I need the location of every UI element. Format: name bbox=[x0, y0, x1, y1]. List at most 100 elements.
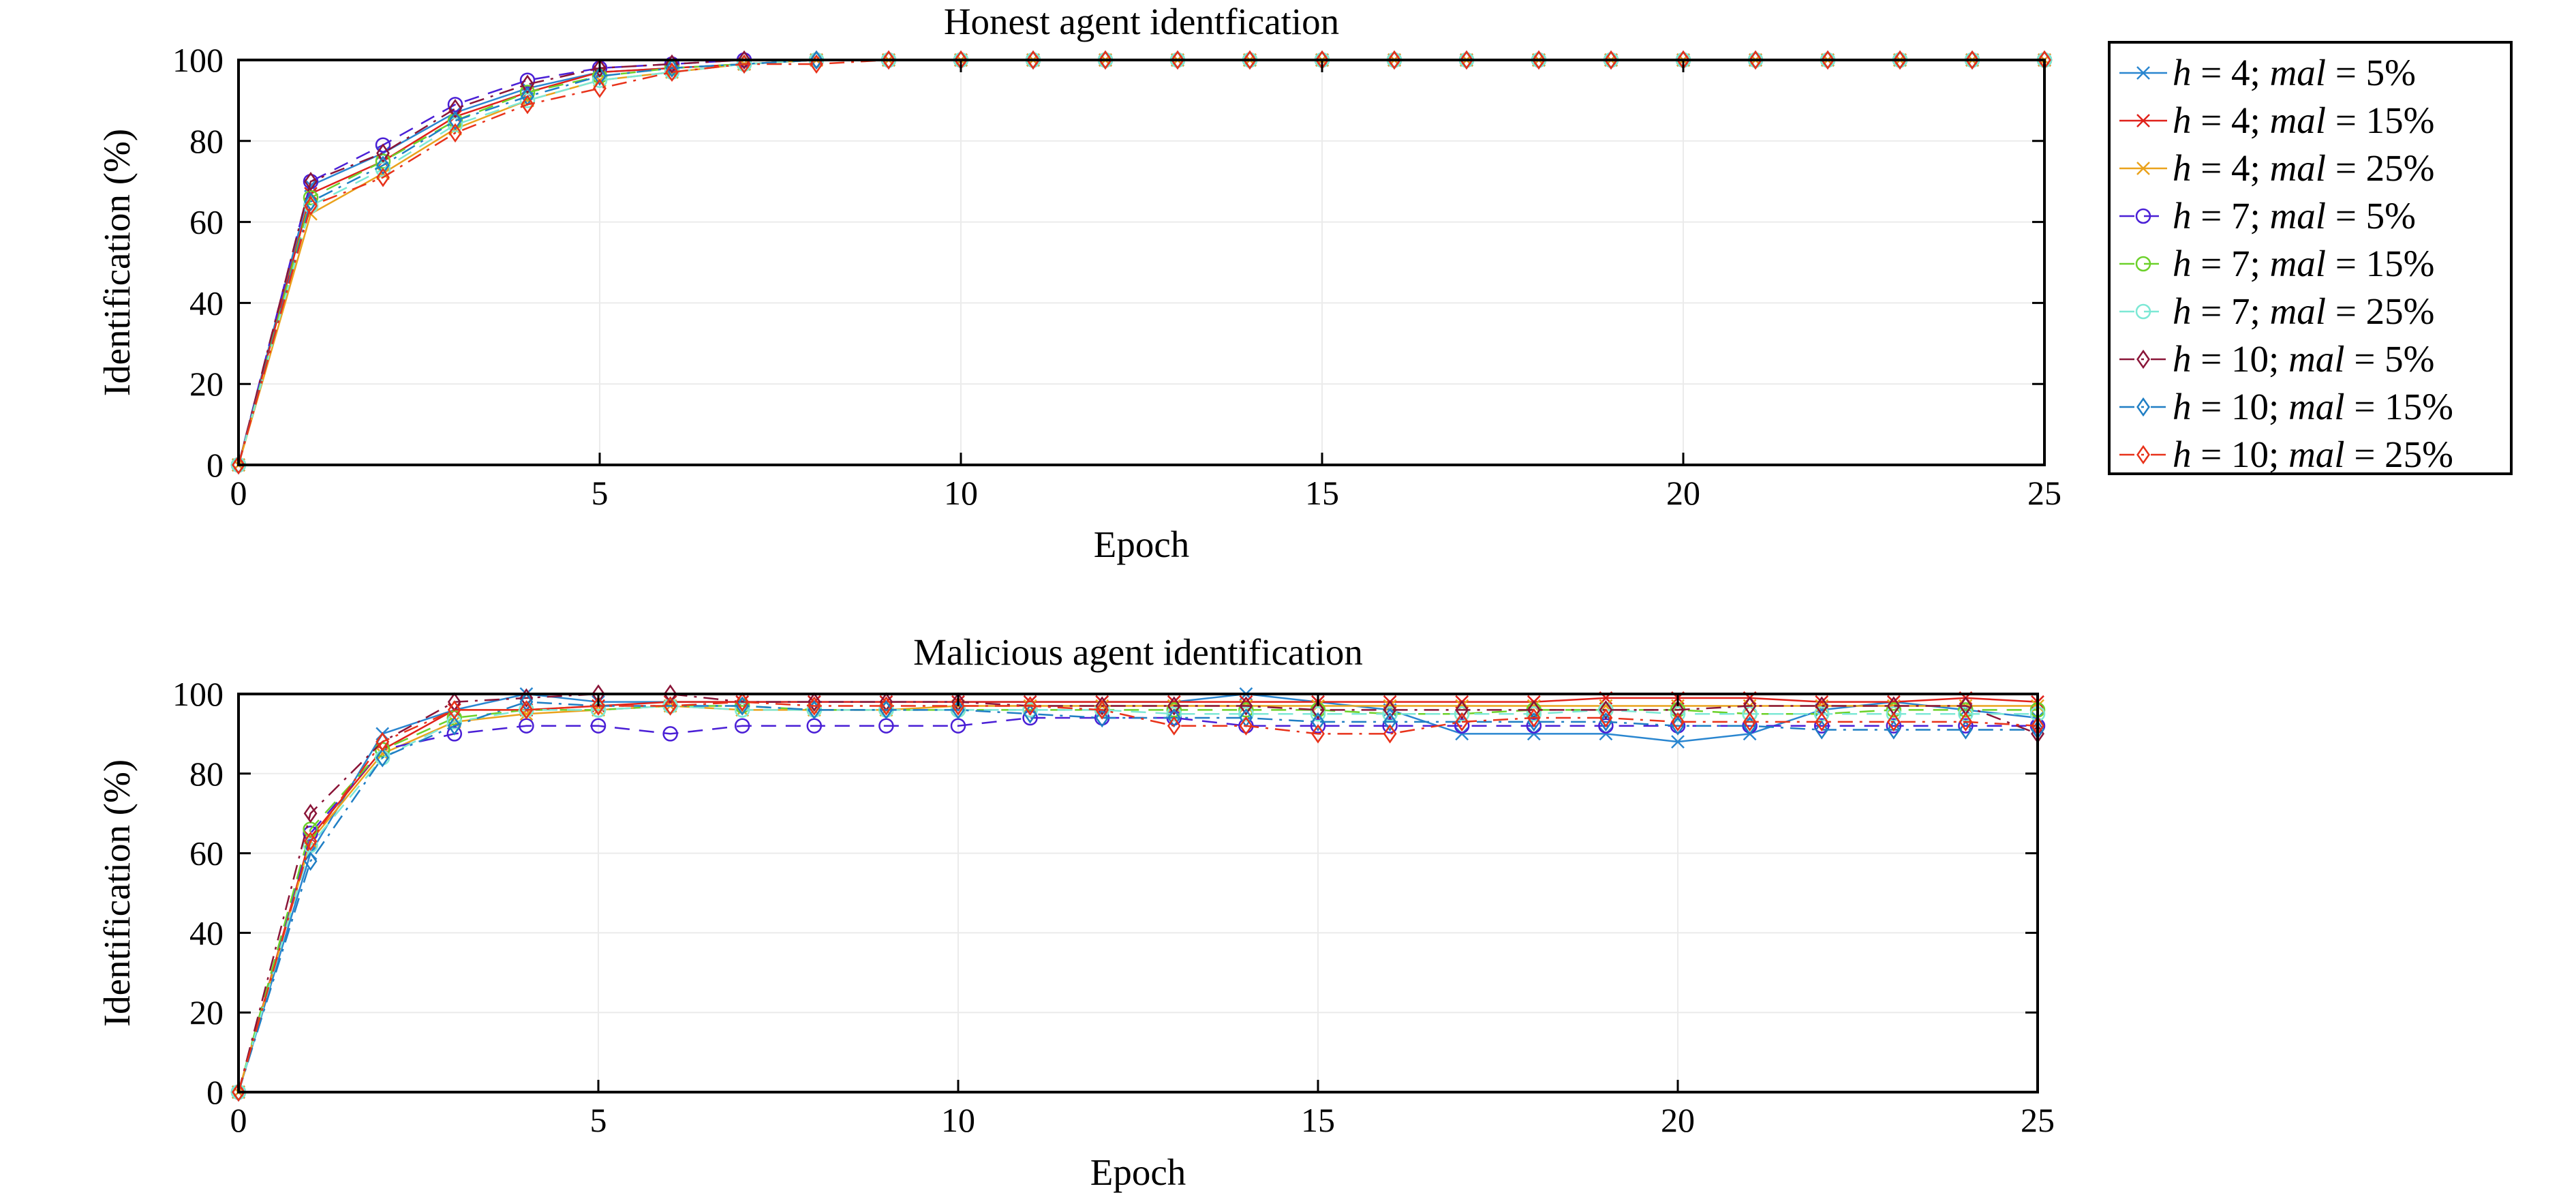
legend: h = 4; mal = 5% h = 4; mal = 15% h = 4; ma… bbox=[2108, 41, 2513, 475]
malicious-y-tick-label: 60 bbox=[189, 834, 224, 873]
legend-marker bbox=[2135, 256, 2151, 272]
legend-entry: h = 10; mal = 5% bbox=[2119, 338, 2434, 380]
malicious-data-point bbox=[1022, 710, 1038, 726]
legend-label: h = 10; mal = 5% bbox=[2173, 338, 2434, 380]
honest-x-tick-label: 5 bbox=[592, 474, 609, 512]
honest-data-point bbox=[521, 95, 534, 115]
malicious-series-line bbox=[237, 701, 2038, 1093]
legend-entry: h = 4; mal = 15% bbox=[2119, 100, 2434, 141]
honest-data-point bbox=[665, 62, 679, 82]
malicious-data-point bbox=[1958, 718, 1974, 734]
malicious-data-point bbox=[590, 718, 607, 734]
malicious-data-point bbox=[1526, 706, 1542, 722]
honest-data-point bbox=[593, 78, 607, 98]
malicious-y-tick-label: 40 bbox=[189, 913, 224, 952]
honest-y-tick-label: 40 bbox=[189, 284, 224, 322]
malicious-data-point bbox=[303, 804, 318, 824]
honest-series-1 bbox=[232, 53, 2051, 472]
malicious-data-point bbox=[1383, 700, 1397, 720]
malicious-x-axis-label: Epoch bbox=[1090, 1151, 1186, 1193]
malicious-data-point bbox=[1238, 706, 1254, 722]
honest-data-point bbox=[376, 155, 390, 175]
honest-series-line bbox=[237, 59, 2044, 466]
honest-series-4 bbox=[230, 52, 2053, 473]
malicious-data-point bbox=[1455, 727, 1469, 741]
malicious-series-line bbox=[237, 693, 2038, 1093]
malicious-data-point bbox=[1166, 706, 1182, 722]
malicious-series-line bbox=[237, 705, 2038, 1093]
honest-y-tick-label: 20 bbox=[189, 365, 224, 403]
malicious-y-axis-label: Identification (%) bbox=[96, 759, 138, 1027]
honest-data-point bbox=[448, 99, 462, 119]
malicious-series-2 bbox=[232, 699, 2044, 1099]
malicious-data-point bbox=[1454, 706, 1470, 722]
malicious-data-point bbox=[592, 696, 605, 716]
honest-data-point bbox=[1171, 50, 1184, 70]
honest-y-tick-label: 0 bbox=[206, 446, 224, 484]
honest-x-axis-label: Epoch bbox=[1094, 524, 1190, 565]
honest-data-point bbox=[1243, 50, 1257, 70]
honest-y-tick-label: 100 bbox=[172, 41, 224, 79]
honest-data-point bbox=[1387, 50, 1401, 70]
honest-axis-ticks: 0 5 10 15 20 25 0 20 40 60 80 100 bbox=[172, 41, 2061, 512]
malicious-data-point bbox=[1886, 720, 1901, 740]
honest-data-point bbox=[521, 74, 534, 94]
malicious-data-point bbox=[1311, 712, 1325, 732]
malicious-data-point bbox=[735, 692, 750, 712]
malicious-data-point bbox=[1455, 712, 1469, 732]
honest-y-tick-label: 60 bbox=[189, 203, 224, 241]
legend-label: h = 4; mal = 15% bbox=[2173, 100, 2434, 141]
honest-data-point bbox=[882, 50, 895, 70]
legend-label: h = 4; mal = 25% bbox=[2173, 147, 2434, 189]
malicious-data-point bbox=[1599, 708, 1613, 728]
malicious-chart-title: Malicious agent identification bbox=[913, 631, 1363, 673]
malicious-series-3 bbox=[230, 710, 2046, 1100]
honest-data-point bbox=[521, 93, 534, 108]
honest-data-point bbox=[448, 110, 462, 131]
legend-label: h = 7; mal = 15% bbox=[2173, 243, 2434, 284]
malicious-series-line bbox=[237, 701, 2038, 1093]
honest-y-tick-label: 80 bbox=[189, 122, 224, 160]
honest-data-point bbox=[376, 143, 390, 163]
honest-data-point bbox=[737, 50, 751, 70]
honest-x-tick-label: 0 bbox=[230, 474, 247, 512]
legend-marker bbox=[2136, 397, 2150, 417]
malicious-x-tick-label: 5 bbox=[590, 1101, 607, 1139]
malicious-data-point bbox=[446, 726, 463, 742]
malicious-data-point bbox=[1167, 716, 1181, 736]
malicious-data-point bbox=[1455, 700, 1469, 720]
malicious-data-point bbox=[1310, 706, 1326, 722]
honest-data-point bbox=[592, 72, 608, 88]
malicious-plot-frame bbox=[237, 693, 2039, 1093]
malicious-data-point bbox=[447, 700, 461, 720]
malicious-data-point bbox=[1023, 696, 1037, 716]
honest-data-point bbox=[232, 455, 245, 475]
malicious-data-point bbox=[519, 700, 534, 720]
malicious-data-point bbox=[1670, 706, 1686, 722]
malicious-series-7 bbox=[232, 692, 2044, 1102]
honest-series-line bbox=[237, 59, 2044, 466]
malicious-x-tick-label: 20 bbox=[1661, 1101, 1695, 1139]
legend-items: h = 4; mal = 5% h = 4; mal = 15% h = 4; ma… bbox=[2119, 52, 2453, 475]
malicious-data-point bbox=[807, 692, 821, 712]
honest-x-tick-label: 10 bbox=[944, 474, 978, 512]
honest-series bbox=[230, 50, 2053, 475]
honest-series-8 bbox=[232, 50, 2051, 475]
malicious-series-line bbox=[237, 705, 2038, 1093]
malicious-data-point bbox=[734, 718, 750, 734]
legend-label: h = 10; mal = 25% bbox=[2173, 434, 2453, 475]
malicious-series-line bbox=[237, 705, 2038, 1093]
honest-data-point bbox=[810, 50, 823, 70]
legend-marker bbox=[2135, 208, 2151, 224]
legend-marker bbox=[2136, 162, 2150, 175]
malicious-series-5 bbox=[230, 698, 2046, 1100]
honest-series-line bbox=[237, 59, 2044, 466]
malicious-data-point bbox=[1886, 702, 1902, 718]
honest-data-point bbox=[376, 168, 390, 187]
malicious-data-point bbox=[303, 831, 318, 851]
honest-series-line bbox=[237, 59, 2044, 466]
honest-data-point bbox=[1749, 50, 1762, 70]
malicious-series-0 bbox=[232, 687, 2044, 1099]
honest-chart-title: Honest agent identfication bbox=[944, 1, 1339, 42]
